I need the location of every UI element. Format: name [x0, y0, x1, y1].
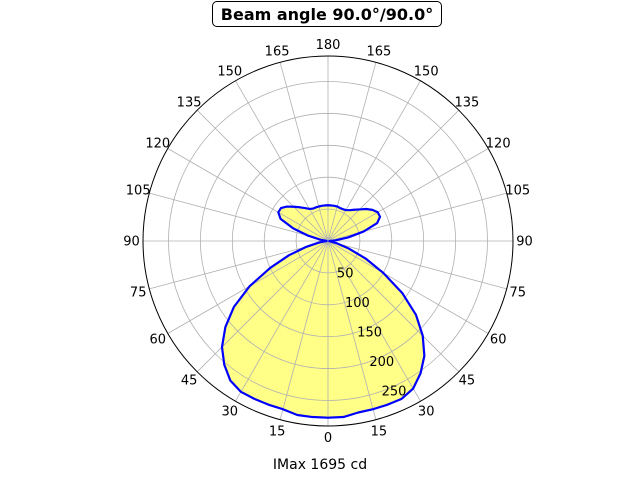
radial-tick-label-150: 150 [357, 325, 382, 340]
polar-grid [142, 55, 514, 427]
series-fill [221, 205, 425, 418]
series-outline-0 [220, 204, 426, 419]
angle-tick-label-240: 120 [145, 136, 170, 151]
angular-gridline-60 [327, 240, 489, 334]
angle-tick-label-300: 60 [150, 333, 167, 348]
angular-gridline-45 [327, 240, 460, 373]
angle-tick-label-180: 180 [316, 38, 341, 53]
angle-tick-label-30: 30 [418, 405, 435, 420]
radial-tick-label-50: 50 [337, 267, 354, 282]
angle-tick-label-330: 30 [222, 405, 239, 420]
angle-tick-label-90: 90 [516, 235, 533, 250]
angular-gridline-285 [149, 240, 329, 290]
angle-tick-label-150: 150 [414, 64, 439, 79]
angular-gridline-165 [327, 62, 377, 242]
chart-title: Beam angle 90.0°/90.0° [212, 1, 442, 27]
angle-tick-label-210: 150 [217, 64, 242, 79]
angular-gridline-75 [327, 240, 507, 290]
angular-gridline-345 [279, 240, 329, 420]
angle-tick-label-45: 45 [459, 373, 476, 388]
series-line [220, 204, 426, 419]
angle-tick-label-345: 15 [269, 424, 286, 439]
angular-gridline-315 [196, 240, 329, 373]
angle-tick-label-105: 105 [505, 184, 530, 199]
angular-gridline-225 [196, 109, 329, 242]
angular-gridline-30 [327, 240, 421, 402]
angle-tick-label-195: 165 [265, 45, 290, 60]
radial-tick-label-100: 100 [345, 296, 370, 311]
angle-tick-label-75: 75 [510, 285, 527, 300]
series-area-0 [221, 205, 425, 418]
angular-gridline-195 [279, 62, 329, 242]
angular-gridline-150 [327, 80, 421, 242]
angle-tick-label-60: 60 [490, 333, 507, 348]
angle-tick-label-15: 15 [371, 424, 388, 439]
angular-gridline-240 [167, 148, 329, 242]
angle-tick-label-165: 165 [366, 45, 391, 60]
angular-gridline-330 [235, 240, 329, 402]
angular-gridline-210 [235, 80, 329, 242]
angular-gridline-135 [327, 109, 460, 242]
polar-frame [142, 55, 514, 427]
angular-gridline-15 [327, 240, 377, 420]
tick-labels: 0 15 30 45 60 75 90 105 120 135 150 165 180 165 150 135… [123, 38, 533, 446]
angle-tick-label-255: 105 [126, 184, 151, 199]
angular-gridline-120 [327, 148, 489, 242]
angular-gridline-255 [149, 192, 329, 242]
angle-tick-label-225: 135 [177, 96, 202, 111]
x-axis-label: IMax 1695 cd [272, 457, 368, 473]
angle-tick-label-315: 45 [181, 373, 198, 388]
radial-tick-label-200: 200 [369, 355, 394, 370]
angle-tick-label-135: 135 [454, 96, 479, 111]
radial-tick-label-250: 250 [382, 384, 407, 399]
angle-tick-label-120: 120 [486, 136, 511, 151]
angle-tick-label-0: 0 [324, 431, 332, 446]
angle-tick-label-285: 75 [130, 285, 147, 300]
angle-tick-label-270: 90 [123, 235, 140, 250]
